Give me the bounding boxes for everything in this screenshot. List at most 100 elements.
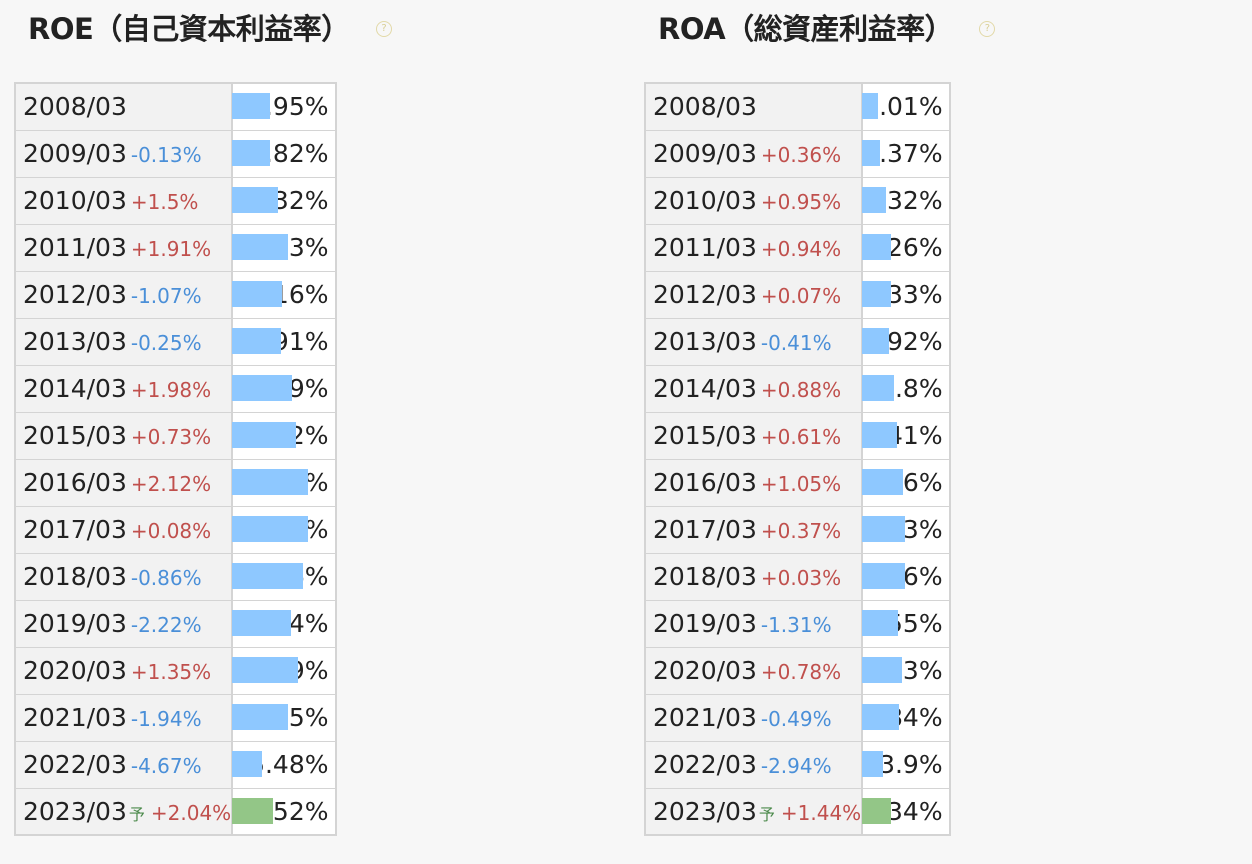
table-row: 2022/03 -2.94% 3.9%	[644, 740, 951, 789]
value-bar	[862, 280, 892, 307]
change-value: -0.13%	[130, 143, 202, 167]
bar-cell	[231, 129, 271, 178]
table-row: 2010/03 +1.5% 8.32%	[14, 176, 336, 225]
year-cell: 2019/03 -1.31%	[644, 599, 863, 648]
year-cell: 2013/03 -0.25%	[14, 317, 233, 366]
year-cell: 2022/03 -4.67%	[14, 740, 233, 789]
year-label: 2013/03	[653, 327, 757, 356]
year-label: 2015/03	[653, 421, 757, 450]
value-bar	[862, 656, 903, 683]
value-bar	[862, 468, 904, 495]
year-cell: 2016/03 +2.12%	[14, 458, 233, 507]
year-label: 2021/03	[653, 703, 757, 732]
year-label: 2016/03	[23, 468, 127, 497]
table-row: 2021/03 -0.49% 6.84%	[644, 693, 951, 742]
year-cell: 2021/03 -1.94%	[14, 693, 233, 742]
table-row: 2010/03 +0.95% 4.32%	[644, 176, 951, 225]
value-bar	[232, 468, 309, 495]
table-row: 2013/03 -0.41% 4.92%	[644, 317, 951, 366]
year-cell: 2010/03 +0.95%	[644, 176, 863, 225]
table-row: 2020/03+1.35%12.09%	[14, 646, 336, 695]
bar-cell	[861, 552, 906, 601]
year-cell: 2023/03 予 +2.04%	[14, 787, 233, 836]
value-bar	[862, 515, 906, 542]
change-value: +0.73%	[130, 425, 212, 449]
table-row: 2015/03+0.73%11.62%	[14, 411, 336, 460]
table-row: 2023/03 予 +2.04% 7.52%	[14, 787, 336, 836]
bar-cell	[231, 552, 304, 601]
year-label: 2019/03	[23, 609, 127, 638]
bar-cell	[861, 599, 899, 648]
bar-cell	[231, 505, 309, 554]
year-label: 2022/03	[23, 750, 127, 779]
year-label: 2017/03	[23, 515, 127, 544]
bar-cell	[231, 599, 292, 648]
year-cell: 2014/03 +0.88%	[644, 364, 863, 413]
year-label: 2017/03	[653, 515, 757, 544]
year-cell: 2023/03 予 +1.44%	[644, 787, 863, 836]
change-value: +2.04%	[150, 800, 232, 825]
value-bar	[232, 421, 297, 448]
change-value: +1.35%	[130, 660, 212, 684]
year-cell: 2008/03	[14, 82, 233, 131]
value-bar	[232, 374, 293, 401]
year-label: 2008/03	[653, 92, 757, 122]
table-row: 2009/03 +0.36% 3.37%	[644, 129, 951, 178]
table-row: 2015/03 +0.61% 6.41%	[644, 411, 951, 460]
bar-cell	[231, 317, 282, 366]
year-cell: 2016/03 +1.05%	[644, 458, 863, 507]
forecast-label: 予	[128, 804, 145, 824]
year-cell: 2009/03 -0.13%	[14, 129, 233, 178]
year-cell: 2018/03 +0.03%	[644, 552, 863, 601]
roa-table: 2008/03 3.01% 2009/03 +0.36% 3.37% 2010/03 +0.…	[644, 82, 951, 836]
year-label: 2014/03	[23, 374, 127, 403]
table-row: 2016/03+1.05%7.46%	[644, 458, 951, 507]
year-label: 2023/03	[653, 796, 757, 826]
change-value: +0.08%	[130, 519, 212, 543]
bar-cell	[231, 411, 297, 460]
bar-cell	[231, 270, 283, 319]
year-cell: 2012/03 +0.07%	[644, 270, 863, 319]
bar-cell	[861, 82, 879, 131]
value-bar	[232, 656, 299, 683]
change-value: -4.67%	[130, 754, 202, 778]
help-icon[interactable]: ?	[375, 21, 392, 37]
bar-cell	[231, 176, 279, 225]
bar-cell	[861, 740, 884, 789]
table-row: 2018/03-0.86%12.96%	[14, 552, 336, 601]
value-bar	[862, 93, 879, 119]
table-row: 2008/03 3.01%	[644, 82, 951, 131]
year-cell: 2018/03 -0.86%	[14, 552, 233, 601]
year-label: 2009/03	[653, 139, 757, 168]
change-value: +0.36%	[760, 143, 842, 167]
year-cell: 2022/03 -2.94%	[644, 740, 863, 789]
table-row: 2013/03 -0.25% 8.91%	[14, 317, 336, 366]
value-bar	[232, 93, 271, 119]
table-row: 2019/03-2.22%10.74%	[14, 599, 336, 648]
year-cell: 2012/03 -1.07%	[14, 270, 233, 319]
year-label: 2012/03	[653, 280, 757, 309]
bar-cell	[861, 458, 904, 507]
help-icon[interactable]: ?	[979, 21, 996, 37]
table-row: 2017/03+0.37%7.83%	[644, 505, 951, 554]
forecast-bar	[862, 797, 892, 824]
table-row: 2012/03 -1.07% 9.16%	[14, 270, 336, 319]
table-row: 2011/03 +0.94% 5.26%	[644, 223, 951, 272]
change-value: +1.5%	[130, 190, 199, 214]
change-value: +0.61%	[760, 425, 842, 449]
value-bar	[862, 186, 887, 213]
change-value: -0.41%	[760, 331, 832, 355]
change-value: -2.94%	[760, 754, 832, 778]
change-value: -0.25%	[130, 331, 202, 355]
change-value: +0.95%	[760, 190, 842, 214]
bar-cell	[861, 693, 900, 742]
roe-title: ROE（自己資本利益率）?	[28, 6, 392, 48]
bar-cell	[231, 458, 309, 507]
change-value: -1.94%	[130, 707, 202, 731]
year-label: 2013/03	[23, 327, 127, 356]
value-bar	[862, 750, 884, 777]
bar-cell	[861, 270, 892, 319]
table-row: 2020/03 +0.78% 7.33%	[644, 646, 951, 695]
year-cell: 2014/03 +1.98%	[14, 364, 233, 413]
year-label: 2010/03	[653, 186, 757, 215]
